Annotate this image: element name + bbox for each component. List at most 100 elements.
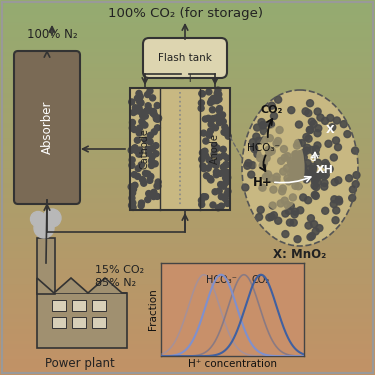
- Circle shape: [310, 163, 317, 170]
- Bar: [92, 317, 106, 328]
- Bar: [0, 315, 375, 319]
- Circle shape: [225, 188, 231, 194]
- Circle shape: [223, 126, 229, 132]
- Circle shape: [273, 140, 280, 147]
- Circle shape: [315, 159, 321, 166]
- Circle shape: [312, 146, 320, 153]
- Circle shape: [254, 124, 261, 131]
- Ellipse shape: [242, 90, 358, 246]
- Circle shape: [143, 108, 149, 114]
- Circle shape: [198, 100, 204, 106]
- Circle shape: [209, 160, 215, 166]
- Circle shape: [200, 150, 206, 156]
- Circle shape: [311, 177, 318, 184]
- Circle shape: [251, 146, 258, 153]
- Circle shape: [296, 166, 303, 173]
- Text: e⁻: e⁻: [309, 153, 321, 163]
- Circle shape: [199, 91, 205, 97]
- Circle shape: [141, 180, 147, 186]
- Circle shape: [201, 148, 207, 154]
- Bar: [0, 79, 375, 82]
- Circle shape: [281, 197, 288, 204]
- Circle shape: [322, 207, 329, 214]
- Bar: [0, 105, 375, 109]
- Circle shape: [289, 167, 296, 174]
- Bar: [0, 30, 375, 34]
- Circle shape: [274, 138, 282, 144]
- Text: Flash tank: Flash tank: [158, 53, 212, 63]
- Circle shape: [136, 105, 142, 111]
- Circle shape: [242, 184, 249, 191]
- Circle shape: [153, 116, 159, 122]
- Bar: [0, 248, 375, 251]
- Circle shape: [224, 170, 230, 176]
- Circle shape: [140, 112, 146, 118]
- Bar: [0, 368, 375, 371]
- Circle shape: [334, 144, 342, 151]
- X-axis label: H⁺ concentration: H⁺ concentration: [188, 359, 277, 369]
- Circle shape: [134, 137, 140, 143]
- Bar: [0, 308, 375, 311]
- Circle shape: [213, 125, 219, 131]
- Circle shape: [274, 96, 282, 103]
- Circle shape: [146, 190, 152, 196]
- Bar: [0, 229, 375, 232]
- Circle shape: [292, 151, 300, 158]
- Circle shape: [132, 105, 138, 111]
- Circle shape: [154, 102, 160, 108]
- Circle shape: [142, 122, 148, 128]
- Circle shape: [145, 106, 151, 112]
- Circle shape: [147, 88, 153, 94]
- Circle shape: [295, 167, 302, 174]
- Circle shape: [313, 183, 320, 190]
- Text: CO₂: CO₂: [261, 105, 283, 115]
- Circle shape: [150, 108, 156, 114]
- Circle shape: [206, 89, 212, 95]
- Text: 85% N₂: 85% N₂: [95, 278, 136, 288]
- Bar: [0, 364, 375, 368]
- Circle shape: [132, 182, 138, 188]
- Circle shape: [223, 180, 229, 186]
- Circle shape: [310, 221, 318, 228]
- Circle shape: [268, 102, 275, 109]
- Circle shape: [129, 195, 135, 201]
- Circle shape: [293, 162, 300, 170]
- Bar: [0, 296, 375, 300]
- Circle shape: [284, 165, 291, 172]
- Bar: [0, 49, 375, 52]
- Bar: [0, 360, 375, 364]
- Circle shape: [262, 173, 269, 180]
- Text: Absorber: Absorber: [40, 101, 54, 154]
- Circle shape: [291, 211, 298, 218]
- Circle shape: [286, 219, 293, 226]
- Circle shape: [130, 204, 136, 210]
- Circle shape: [316, 171, 324, 178]
- Circle shape: [292, 173, 299, 180]
- Circle shape: [150, 110, 156, 116]
- Circle shape: [325, 140, 332, 147]
- Circle shape: [268, 147, 275, 154]
- Circle shape: [212, 146, 218, 152]
- Bar: [0, 165, 375, 169]
- Circle shape: [212, 189, 218, 195]
- Circle shape: [299, 171, 306, 177]
- Circle shape: [329, 124, 336, 131]
- Circle shape: [213, 169, 219, 175]
- Circle shape: [146, 150, 152, 156]
- Circle shape: [303, 134, 310, 141]
- Circle shape: [221, 153, 227, 159]
- Circle shape: [279, 185, 286, 192]
- Circle shape: [214, 98, 220, 104]
- Circle shape: [280, 146, 288, 153]
- Circle shape: [135, 165, 141, 171]
- Circle shape: [216, 92, 222, 98]
- Circle shape: [129, 157, 135, 163]
- Circle shape: [296, 121, 303, 128]
- Bar: [0, 244, 375, 248]
- Circle shape: [295, 163, 302, 170]
- Circle shape: [150, 145, 156, 151]
- Circle shape: [210, 116, 216, 122]
- Circle shape: [333, 137, 339, 144]
- Circle shape: [142, 137, 148, 143]
- Bar: [0, 131, 375, 135]
